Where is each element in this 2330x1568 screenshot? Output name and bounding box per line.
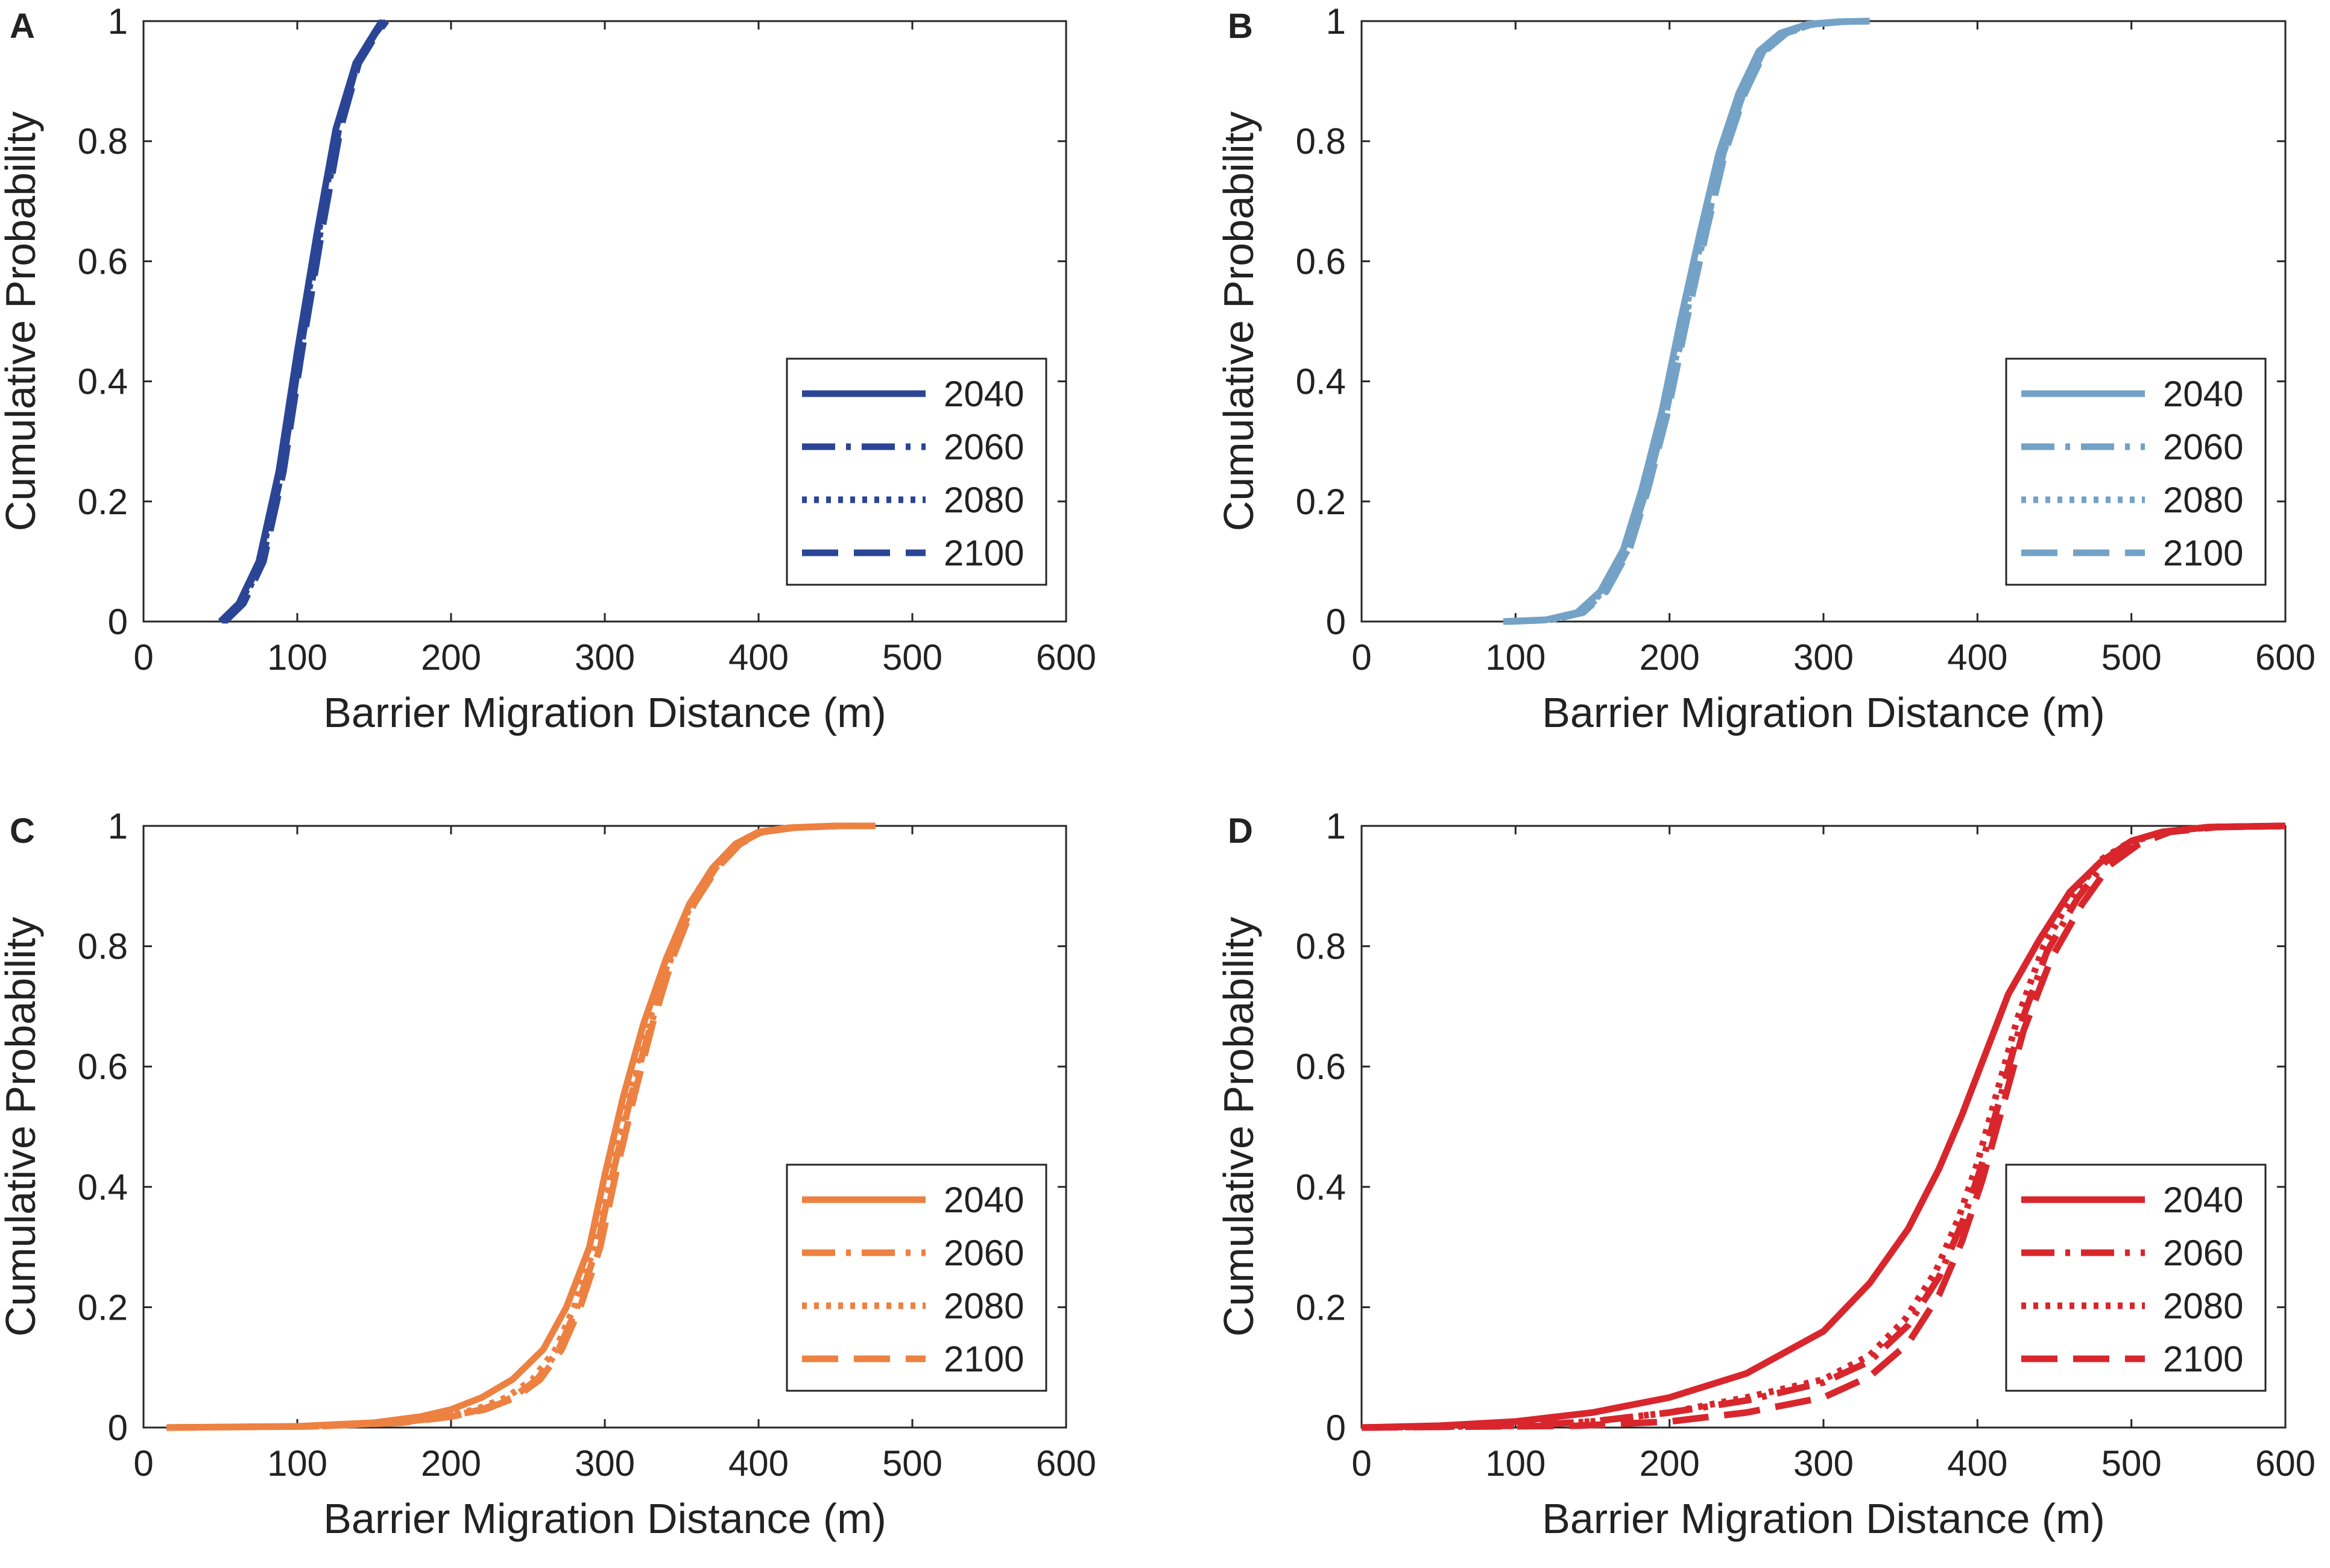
- y-axis-label: Cumulative Probability: [1215, 112, 1262, 531]
- legend-label: 2100: [944, 533, 1024, 573]
- panel-label: D: [1228, 811, 1253, 851]
- x-tick-label: 600: [2255, 637, 2316, 678]
- x-tick-label: 500: [882, 637, 942, 678]
- legend-label: 2100: [944, 1339, 1024, 1379]
- series-line-2100: [223, 19, 390, 624]
- legend-label: 2060: [2163, 1233, 2243, 1273]
- legend-label: 2080: [944, 1286, 1024, 1326]
- y-tick-label: 0.6: [78, 241, 128, 282]
- legend: 2040 2060 2080 2100: [2005, 1163, 2267, 1392]
- x-tick-label: 600: [1036, 1443, 1096, 1484]
- x-tick-label: 300: [575, 1443, 635, 1484]
- y-tick-label: 0.2: [1296, 1287, 1346, 1327]
- legend-label: 2040: [2163, 1180, 2243, 1220]
- y-tick-label: 0.2: [1296, 482, 1346, 522]
- series-line-2080: [219, 19, 387, 624]
- y-tick-label: 0.2: [78, 482, 128, 522]
- y-tick-label: 1: [1326, 806, 1346, 846]
- x-tick-label: 200: [421, 1443, 481, 1484]
- x-tick-label: 500: [2101, 637, 2162, 678]
- legend-label: 2100: [2163, 1339, 2243, 1379]
- legend-label: 2040: [2163, 374, 2243, 414]
- y-axis-label: Cumulative Probability: [0, 112, 44, 531]
- y-tick-label: 0.4: [1296, 1167, 1346, 1207]
- x-tick-label: 600: [2255, 1443, 2316, 1484]
- legend: 2040 2060 2080 2100: [2005, 357, 2267, 586]
- panel-label: A: [10, 7, 35, 46]
- panel-label: C: [10, 811, 35, 851]
- y-tick-label: 0.8: [1296, 927, 1346, 967]
- panel-b: B 0 100 200 300 400 500 600 0 0.2 0.4 0.6 0.8 1 Barrie…: [1215, 1, 2316, 736]
- y-tick-label: 0.4: [78, 362, 128, 402]
- panel-d: D 0 100 200 300 400 500 600 0 0.2 0.4 0.6 0.8 1 Barrie…: [1215, 806, 2316, 1542]
- x-tick-label: 0: [1351, 1443, 1371, 1484]
- y-tick-label: 0: [108, 1408, 128, 1448]
- x-axis-label: Barrier Migration Distance (m): [1542, 1495, 2105, 1542]
- y-tick-label: 0.4: [78, 1167, 128, 1207]
- y-tick-label: 0.8: [78, 121, 128, 162]
- y-tick-label: 1: [1326, 1, 1346, 42]
- x-tick-label: 400: [728, 637, 789, 678]
- y-tick-label: 0.2: [78, 1287, 128, 1327]
- x-tick-label: 500: [882, 1443, 942, 1484]
- x-tick-label: 200: [1640, 1443, 1700, 1484]
- y-tick-label: 0.8: [78, 927, 128, 967]
- x-axis-label: Barrier Migration Distance (m): [323, 689, 886, 736]
- y-axis-label: Cumulative Probability: [0, 917, 44, 1337]
- legend-label: 2060: [944, 427, 1024, 467]
- x-tick-label: 200: [1640, 637, 1700, 678]
- series-line-2100: [1509, 17, 1870, 625]
- y-tick-label: 0: [1326, 1408, 1346, 1448]
- x-tick-label: 100: [267, 637, 327, 678]
- series-line-2060: [1361, 822, 2286, 1431]
- y-tick-label: 0: [1326, 602, 1346, 642]
- y-tick-label: 0: [108, 602, 128, 642]
- x-tick-label: 500: [2101, 1443, 2162, 1484]
- panel-c: C 0 100 200 300 400 500 600 0 0.2 0.4 0.6 0.8 1 Barrie…: [0, 806, 1096, 1542]
- legend-label: 2080: [2163, 480, 2243, 520]
- x-tick-label: 0: [133, 637, 153, 678]
- x-tick-label: 100: [1485, 1443, 1545, 1484]
- x-tick-label: 300: [1793, 1443, 1854, 1484]
- legend-label: 2060: [2163, 427, 2243, 467]
- series-line-2100: [1361, 822, 2286, 1431]
- panel-label: B: [1228, 7, 1253, 46]
- series-line-2060: [166, 822, 874, 1431]
- y-tick-label: 0.6: [1296, 1047, 1346, 1087]
- x-tick-label: 300: [575, 637, 635, 678]
- y-tick-label: 1: [108, 1, 128, 42]
- legend-label: 2080: [2163, 1286, 2243, 1326]
- x-tick-label: 100: [267, 1443, 327, 1484]
- x-tick-label: 400: [1947, 637, 2007, 678]
- x-tick-label: 600: [1036, 637, 1096, 678]
- panel-a: A 0 100 200 300 400 500 600 0 0.2 0.4 0.6 0.8 1 Barrie…: [0, 1, 1096, 736]
- x-axis-label: Barrier Migration Distance (m): [1542, 689, 2105, 736]
- x-tick-label: 400: [1947, 1443, 2007, 1484]
- y-tick-label: 1: [108, 806, 128, 846]
- series-line-2080: [166, 822, 873, 1431]
- x-tick-label: 300: [1793, 637, 1854, 678]
- x-axis-label: Barrier Migration Distance (m): [323, 1495, 886, 1542]
- x-tick-label: 100: [1485, 637, 1545, 678]
- legend-label: 2060: [944, 1233, 1024, 1273]
- legend: 2040 2060 2080 2100: [786, 1163, 1047, 1392]
- y-tick-label: 0.6: [1296, 241, 1346, 282]
- x-tick-label: 0: [133, 1443, 153, 1484]
- x-tick-label: 400: [728, 1443, 789, 1484]
- x-tick-label: 0: [1351, 637, 1371, 678]
- legend: 2040 2060 2080 2100: [786, 357, 1047, 586]
- legend-label: 2040: [944, 374, 1024, 414]
- series-line-2080: [1361, 822, 2286, 1431]
- y-tick-label: 0.6: [78, 1047, 128, 1087]
- series-line-2040: [166, 822, 867, 1431]
- y-tick-label: 0.8: [1296, 121, 1346, 162]
- legend-label: 2040: [944, 1180, 1024, 1220]
- legend-label: 2080: [944, 480, 1024, 520]
- x-tick-label: 200: [421, 637, 481, 678]
- legend-label: 2100: [2163, 533, 2243, 573]
- series-line-2100: [166, 822, 876, 1431]
- y-tick-label: 0.4: [1296, 362, 1346, 402]
- y-axis-label: Cumulative Probability: [1215, 917, 1262, 1337]
